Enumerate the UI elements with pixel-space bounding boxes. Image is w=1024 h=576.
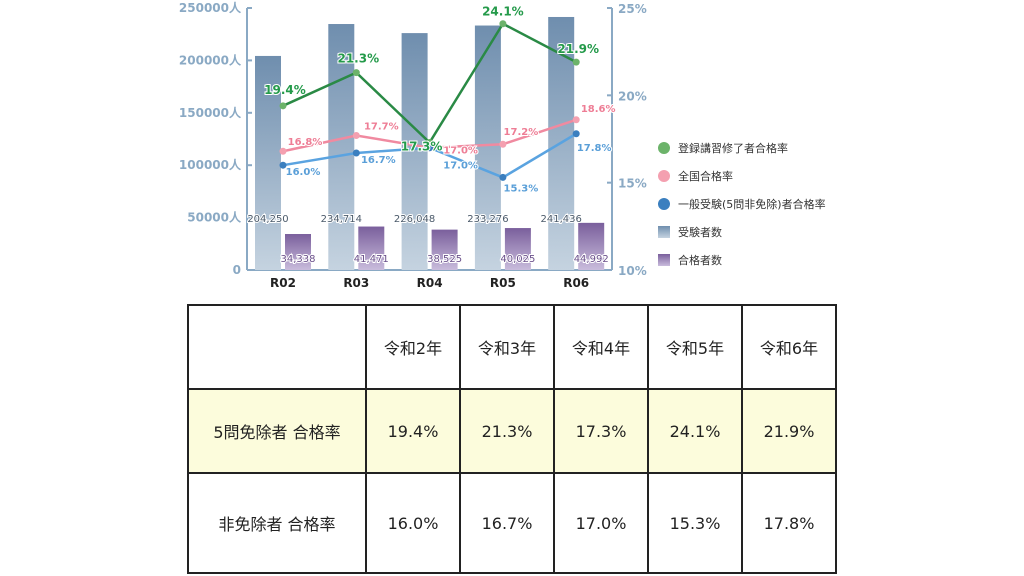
line-registered-course-label: 24.1% <box>482 5 524 19</box>
line-registered-course <box>282 22 577 145</box>
right-tick-label: 20% <box>618 89 647 103</box>
table-cell: 16.0% <box>365 472 461 574</box>
bar-label-passers: 44,992 <box>574 254 609 265</box>
line-national-point <box>352 132 360 140</box>
legend-marker-square <box>658 226 670 238</box>
legend-label: 受験者数 <box>678 225 722 239</box>
right-tick-label: 25% <box>618 2 647 16</box>
left-tick-label: 150000人 <box>179 105 242 120</box>
line-registered-course-point <box>279 102 287 110</box>
bar-label-passers: 40,025 <box>500 254 535 265</box>
legend-label: 全国合格率 <box>678 169 733 183</box>
table-cell: 17.8% <box>741 472 837 574</box>
bar-label-passers: 34,338 <box>281 254 316 265</box>
left-tick-label: 250000人 <box>179 0 242 15</box>
line-registered-course-point <box>426 138 434 146</box>
line-national-point <box>572 116 580 124</box>
table-cell: 16.7% <box>459 472 555 574</box>
row-label: 5問免除者 合格率 <box>187 388 367 474</box>
x-tick-label: R02 <box>270 276 296 290</box>
x-tick-label: R05 <box>490 276 516 290</box>
line-national-point <box>279 147 287 155</box>
line-registered-course-label: 19.4% <box>264 83 306 97</box>
line-national-label: 17.0% <box>443 146 478 157</box>
line-national-label: 17.2% <box>504 127 539 138</box>
bar-examinees <box>401 33 428 270</box>
pass-rate-table: 令和2年 令和3年 令和4年 令和5年 令和6年 5問免除者 合格率 19.4%… <box>187 304 837 574</box>
table-header-cell: 令和4年 <box>553 304 649 390</box>
bar-label-examinees: 241,436 <box>541 214 582 225</box>
left-tick-label: 100000人 <box>179 157 242 172</box>
line-national-label: 17.7% <box>364 122 399 133</box>
right-tick-label: 10% <box>618 264 647 278</box>
table-cell: 21.9% <box>741 388 837 474</box>
line-general-point <box>499 173 507 181</box>
table-cell: 21.3% <box>459 388 555 474</box>
line-national-point <box>499 140 507 148</box>
legend-marker-circle <box>658 170 670 182</box>
table-row: 5問免除者 合格率 19.4% 21.3% 17.3% 24.1% 21.9% <box>187 388 837 474</box>
bar-passers <box>358 226 385 270</box>
bar-label-examinees: 204,250 <box>247 214 288 225</box>
line-general-point <box>426 144 434 152</box>
table-cell: 17.0% <box>553 472 649 574</box>
line-general-point <box>352 149 360 157</box>
table-header-cell: 令和3年 <box>459 304 555 390</box>
right-tick-label: 15% <box>618 177 647 191</box>
row-label: 非免除者 合格率 <box>187 472 367 574</box>
line-registered-course-point <box>352 69 360 77</box>
line-general-label: 17.8% <box>577 143 612 154</box>
table-cell: 24.1% <box>647 388 743 474</box>
bar-passers <box>431 229 458 270</box>
bar-examinees <box>328 24 355 270</box>
line-registered-course-point <box>572 58 580 66</box>
bar-label-examinees: 226,048 <box>394 214 435 225</box>
x-tick-label: R06 <box>563 276 589 290</box>
bar-examinees <box>474 25 501 271</box>
bar-passers <box>285 234 311 270</box>
table-cell: 17.3% <box>553 388 649 474</box>
legend-label: 合格者数 <box>678 253 722 267</box>
legend-marker-circle <box>658 198 670 210</box>
left-tick-label: 200000人 <box>179 52 242 67</box>
line-general-point <box>572 130 580 138</box>
x-tick-label: R03 <box>343 276 369 290</box>
left-tick-label: 0 <box>233 263 241 277</box>
table-header-cell: 令和6年 <box>741 304 837 390</box>
line-general-label: 17.0% <box>443 161 478 172</box>
table-row: 非免除者 合格率 16.0% 16.7% 17.0% 15.3% 17.8% <box>187 472 837 574</box>
table-header-cell: 令和2年 <box>365 304 461 390</box>
legend-marker-square <box>658 254 670 266</box>
bar-label-examinees: 233,276 <box>467 214 508 225</box>
line-registered-course-label: 21.3% <box>337 52 379 66</box>
line-registered-course-point <box>499 20 507 28</box>
bar-label-passers: 41,471 <box>354 254 389 265</box>
bar-label-passers: 38,525 <box>427 254 462 265</box>
bar-passers <box>578 222 605 270</box>
table-header-cell: 令和5年 <box>647 304 743 390</box>
line-general-label: 16.7% <box>361 155 396 166</box>
line-national-label: 18.6% <box>581 104 616 115</box>
table-cell: 19.4% <box>365 388 461 474</box>
table-cell <box>187 304 367 390</box>
bar-examinees <box>255 55 281 270</box>
left-tick-label: 50000人 <box>187 210 242 225</box>
bar-label-examinees: 234,714 <box>321 214 362 225</box>
line-registered-course-label: 17.3% <box>401 139 443 153</box>
line-general-label: 16.0% <box>286 167 321 178</box>
line-general-label: 15.3% <box>504 183 539 194</box>
x-tick-label: R04 <box>417 276 443 290</box>
pass-rate-chart: 0 50000人 100000人 150000人 200000人 250000人 10% 15… <box>179 0 826 290</box>
line-general-point <box>279 161 287 169</box>
table-cell: 15.3% <box>647 472 743 574</box>
legend-label: 一般受験(5問非免除)者合格率 <box>678 197 826 211</box>
line-national-label: 16.8% <box>288 137 323 148</box>
legend-label: 登録講習修了者合格率 <box>678 141 788 155</box>
line-registered-course-label: 21.9% <box>557 42 599 56</box>
bar-passers <box>504 228 531 270</box>
legend-marker-circle <box>658 142 670 154</box>
table-header-row: 令和2年 令和3年 令和4年 令和5年 令和6年 <box>187 304 837 390</box>
